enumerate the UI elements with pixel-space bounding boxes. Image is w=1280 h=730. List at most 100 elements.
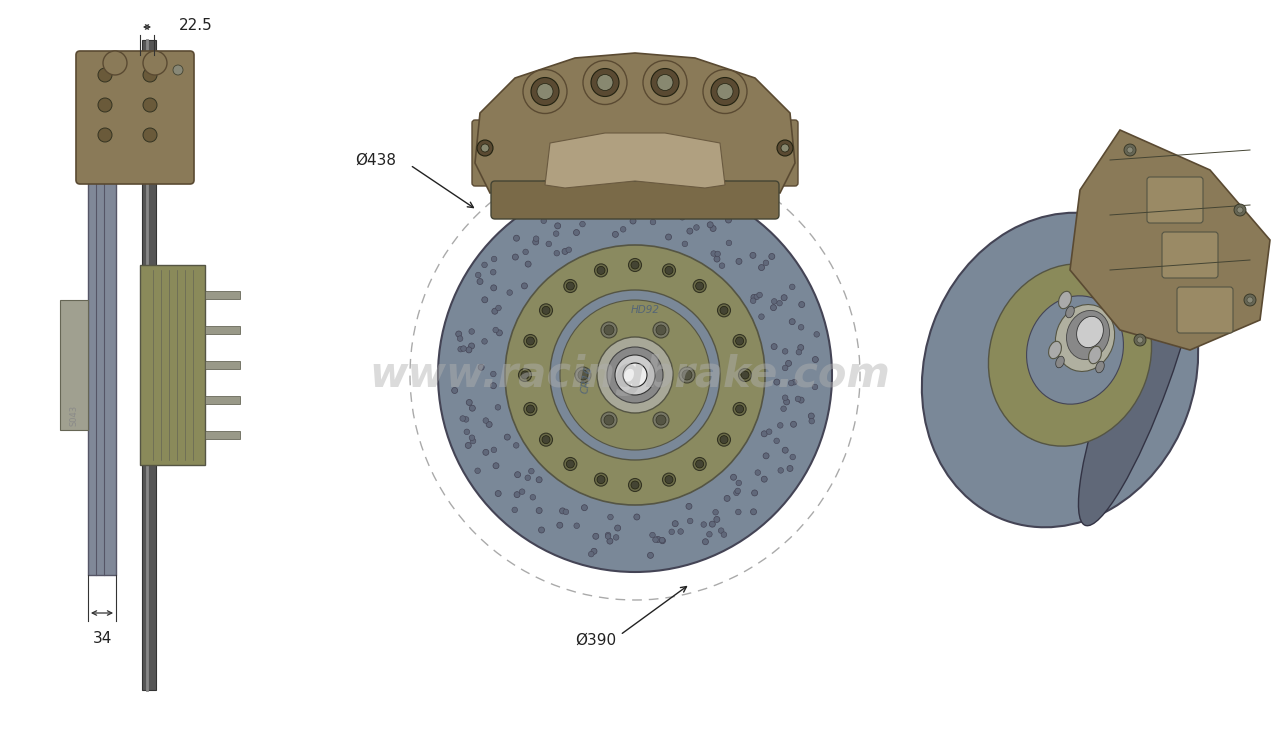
Circle shape bbox=[721, 532, 727, 537]
Circle shape bbox=[495, 305, 502, 311]
Circle shape bbox=[754, 294, 759, 299]
Circle shape bbox=[477, 279, 483, 285]
Circle shape bbox=[1085, 300, 1092, 307]
Circle shape bbox=[714, 516, 719, 523]
Circle shape bbox=[777, 423, 783, 429]
Circle shape bbox=[774, 379, 780, 385]
Circle shape bbox=[477, 140, 493, 156]
Circle shape bbox=[513, 235, 520, 241]
Circle shape bbox=[99, 68, 113, 82]
Circle shape bbox=[1115, 393, 1121, 399]
Circle shape bbox=[993, 377, 1000, 383]
Circle shape bbox=[733, 490, 740, 496]
Circle shape bbox=[1066, 310, 1071, 316]
Circle shape bbox=[709, 213, 714, 218]
Circle shape bbox=[718, 528, 724, 534]
Circle shape bbox=[790, 454, 796, 460]
Circle shape bbox=[557, 522, 563, 529]
Circle shape bbox=[762, 431, 767, 437]
Circle shape bbox=[707, 531, 712, 537]
Circle shape bbox=[593, 534, 599, 539]
Circle shape bbox=[774, 438, 780, 444]
Circle shape bbox=[623, 210, 630, 215]
Circle shape bbox=[468, 328, 475, 334]
Circle shape bbox=[1110, 337, 1115, 342]
Circle shape bbox=[541, 307, 550, 315]
Circle shape bbox=[771, 304, 777, 311]
Circle shape bbox=[512, 507, 517, 512]
Circle shape bbox=[741, 371, 749, 379]
Ellipse shape bbox=[1056, 304, 1115, 372]
Circle shape bbox=[762, 476, 767, 482]
Circle shape bbox=[663, 473, 676, 486]
Circle shape bbox=[495, 491, 502, 496]
Bar bbox=[205, 326, 241, 334]
Circle shape bbox=[554, 250, 559, 256]
Circle shape bbox=[589, 551, 594, 557]
Circle shape bbox=[710, 226, 716, 231]
Circle shape bbox=[566, 282, 575, 290]
Circle shape bbox=[763, 260, 769, 266]
Circle shape bbox=[1014, 348, 1019, 354]
Circle shape bbox=[486, 421, 492, 428]
Circle shape bbox=[438, 178, 832, 572]
Circle shape bbox=[657, 415, 666, 425]
Circle shape bbox=[547, 241, 552, 247]
Circle shape bbox=[591, 548, 596, 554]
Circle shape bbox=[596, 266, 605, 274]
Circle shape bbox=[553, 231, 559, 237]
Ellipse shape bbox=[1059, 291, 1071, 309]
Circle shape bbox=[783, 399, 790, 405]
Circle shape bbox=[771, 344, 777, 350]
Circle shape bbox=[650, 219, 655, 225]
Circle shape bbox=[782, 348, 788, 354]
Text: CR16: CR16 bbox=[580, 366, 594, 394]
Circle shape bbox=[1126, 147, 1133, 153]
Circle shape bbox=[1117, 371, 1123, 377]
Circle shape bbox=[526, 337, 534, 345]
Circle shape bbox=[515, 491, 520, 498]
Circle shape bbox=[512, 254, 518, 260]
Circle shape bbox=[475, 468, 480, 474]
Circle shape bbox=[782, 365, 788, 371]
Circle shape bbox=[790, 319, 795, 325]
Circle shape bbox=[767, 429, 772, 434]
Circle shape bbox=[628, 478, 641, 491]
Circle shape bbox=[726, 240, 732, 246]
Circle shape bbox=[539, 527, 544, 533]
Circle shape bbox=[1044, 309, 1051, 315]
Ellipse shape bbox=[1056, 356, 1064, 368]
Circle shape bbox=[1134, 334, 1146, 346]
Circle shape bbox=[1107, 380, 1112, 386]
Circle shape bbox=[525, 475, 531, 480]
Circle shape bbox=[521, 283, 527, 289]
Circle shape bbox=[1124, 144, 1137, 156]
Circle shape bbox=[666, 476, 673, 483]
Circle shape bbox=[1244, 294, 1256, 306]
Circle shape bbox=[582, 61, 627, 104]
Circle shape bbox=[710, 77, 739, 106]
Circle shape bbox=[719, 263, 724, 269]
Text: 34: 34 bbox=[92, 631, 111, 646]
Circle shape bbox=[524, 69, 567, 113]
Circle shape bbox=[532, 239, 539, 245]
Circle shape bbox=[777, 140, 794, 156]
Circle shape bbox=[797, 345, 804, 350]
Circle shape bbox=[623, 363, 646, 387]
Circle shape bbox=[687, 228, 692, 234]
Circle shape bbox=[777, 300, 782, 306]
Circle shape bbox=[710, 251, 717, 256]
Circle shape bbox=[695, 460, 704, 468]
Circle shape bbox=[788, 380, 794, 386]
Circle shape bbox=[492, 308, 498, 314]
Circle shape bbox=[724, 496, 730, 502]
Circle shape bbox=[653, 537, 658, 542]
Circle shape bbox=[1020, 313, 1025, 320]
Circle shape bbox=[682, 370, 692, 380]
Circle shape bbox=[708, 222, 713, 228]
Circle shape bbox=[621, 226, 626, 232]
Ellipse shape bbox=[1079, 224, 1202, 526]
Circle shape bbox=[682, 205, 689, 211]
Circle shape bbox=[470, 405, 475, 411]
Circle shape bbox=[566, 247, 572, 253]
